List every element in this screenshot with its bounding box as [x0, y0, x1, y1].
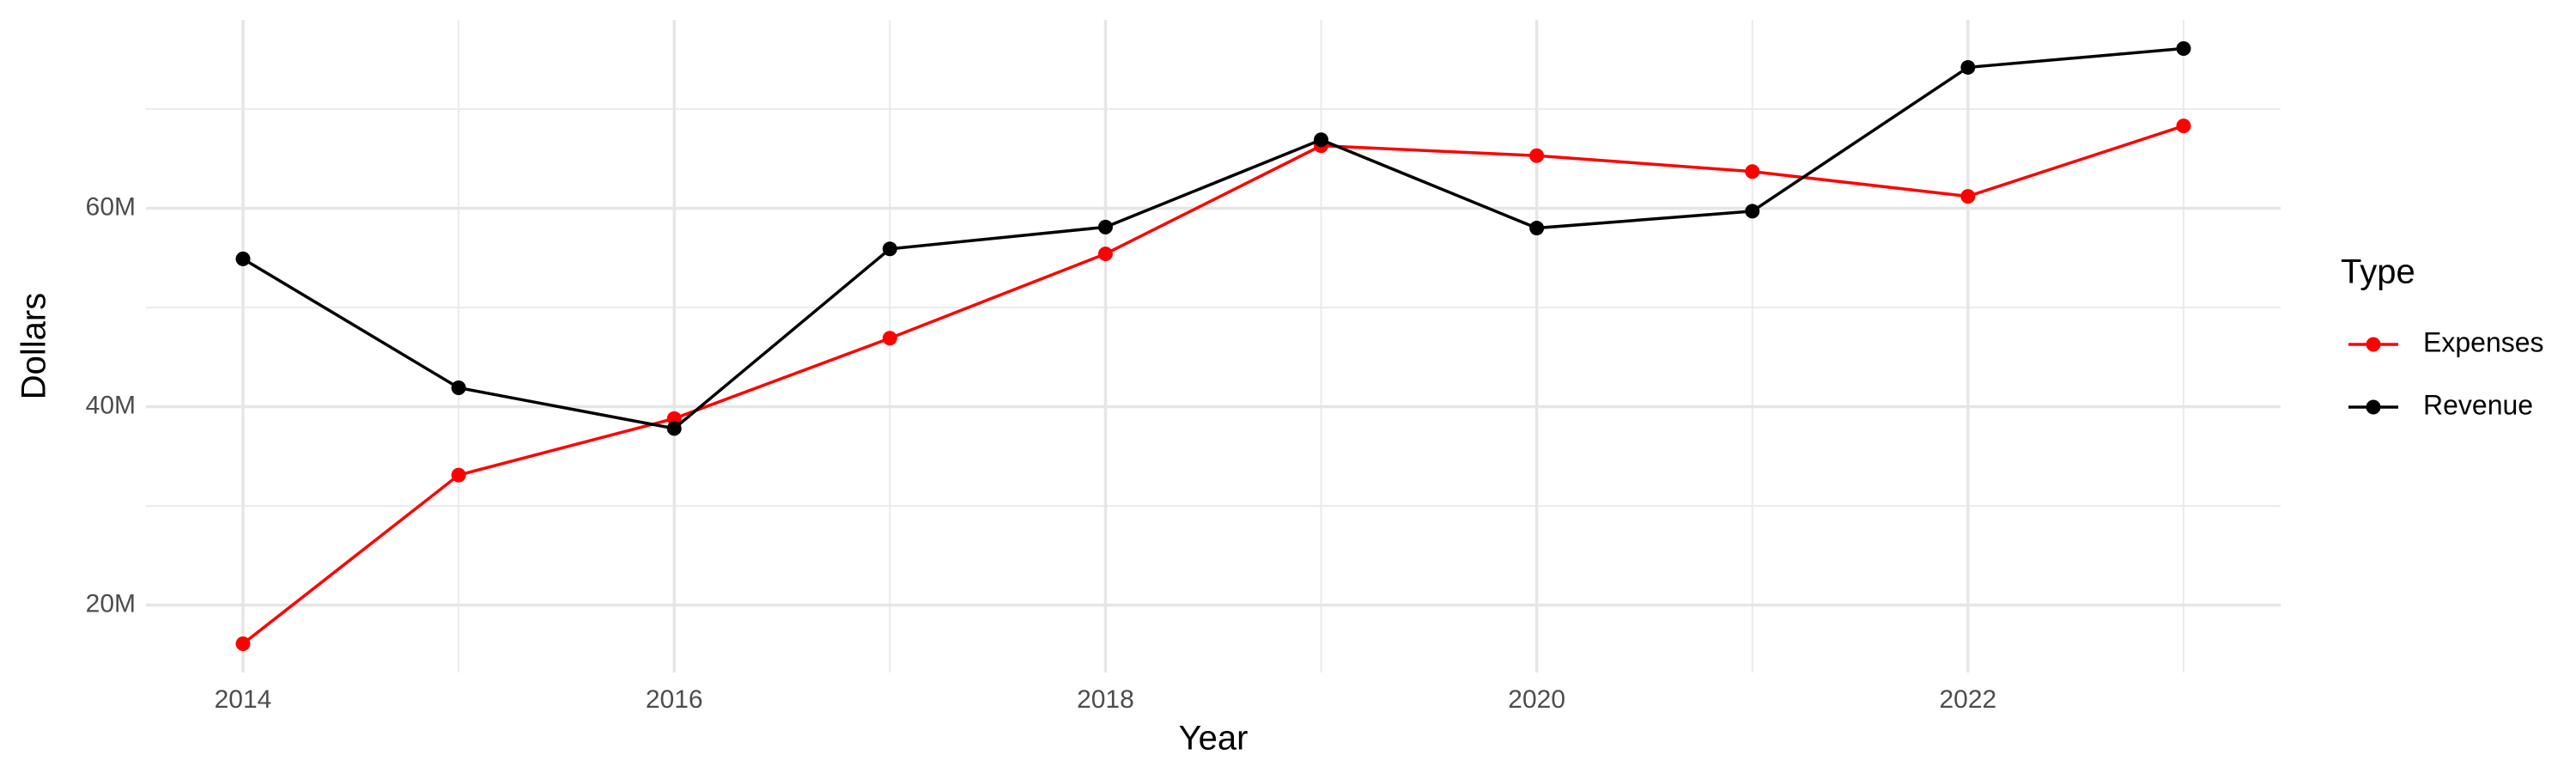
- data-point: [1529, 148, 1545, 163]
- series-line: [242, 46, 2184, 430]
- y-tick-label: 40M: [86, 391, 136, 419]
- x-tick-label: 2018: [1077, 685, 1134, 714]
- y-tick-label: 20M: [86, 589, 136, 618]
- series-line: [241, 124, 2184, 645]
- legend-key-point: [2366, 399, 2381, 415]
- data-point: [1529, 221, 1545, 236]
- data-point: [882, 331, 897, 346]
- legend-title: Type: [2341, 253, 2415, 291]
- y-tick-label: 60M: [86, 192, 136, 221]
- data-point: [666, 421, 682, 436]
- data-point: [2176, 40, 2191, 56]
- x-tick-label: 2014: [215, 685, 272, 714]
- data-point: [1097, 219, 1113, 234]
- legend-key-point: [2366, 337, 2381, 352]
- data-point: [882, 241, 897, 257]
- x-tick-label: 2020: [1508, 685, 1565, 714]
- data-point: [451, 467, 466, 483]
- data-point: [1960, 59, 1976, 75]
- legend-label: Expenses: [2423, 326, 2544, 357]
- data-point: [451, 380, 466, 396]
- y-axis-label: Dollars: [15, 293, 53, 399]
- data-point: [235, 636, 251, 652]
- data-point: [1314, 132, 1329, 148]
- x-tick-label: 2016: [646, 685, 703, 714]
- x-tick-label: 2022: [1940, 685, 1997, 714]
- data-point: [1745, 164, 1760, 180]
- data-point: [235, 251, 251, 266]
- data-point: [1960, 189, 1976, 204]
- data-point: [1745, 204, 1760, 219]
- legend-label: Revenue: [2423, 389, 2533, 420]
- data-point: [2176, 119, 2191, 134]
- x-axis-label: Year: [1179, 720, 1249, 758]
- data-point: [1097, 247, 1113, 262]
